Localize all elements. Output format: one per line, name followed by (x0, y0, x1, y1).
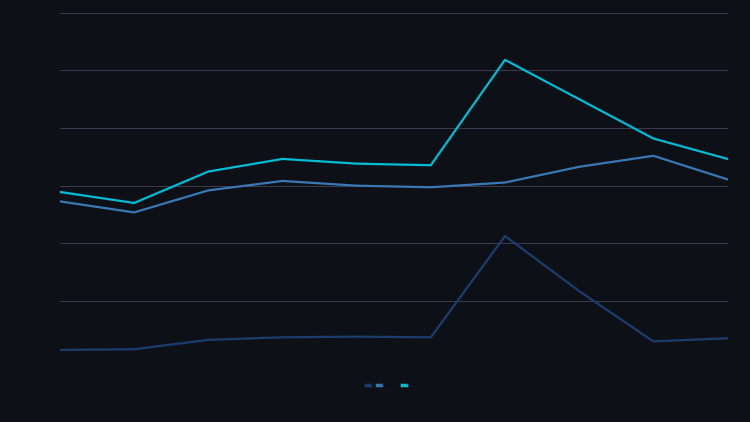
Legend: China, Other export destinations, All export destinations: China, Other export destinations, All ex… (365, 383, 422, 386)
